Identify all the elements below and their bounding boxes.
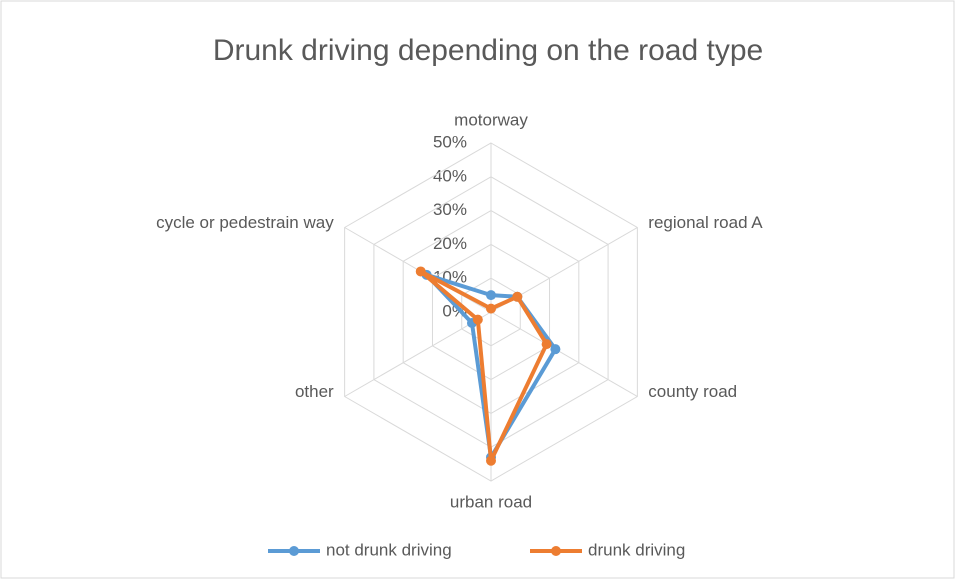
category-label: regional road A (648, 213, 763, 232)
chart-title: Drunk driving depending on the road type (213, 34, 763, 67)
series-marker (541, 339, 552, 350)
spoke (490, 311, 638, 397)
category-label: other (295, 382, 334, 401)
category-label: motorway (454, 110, 528, 129)
series-marker (415, 266, 426, 277)
r-tick-label: 30% (433, 200, 467, 219)
series-marker (550, 344, 561, 355)
series-marker (472, 314, 483, 325)
spoke (344, 311, 492, 397)
series-marker (512, 291, 523, 302)
category-label: cycle or pedestrain way (156, 213, 334, 232)
series-marker (486, 455, 496, 466)
category-label: county road (648, 382, 737, 401)
r-tick-label: 40% (433, 166, 467, 185)
series-marker (486, 290, 496, 301)
r-tick-label: 20% (433, 234, 467, 253)
legend-marker (551, 546, 561, 556)
series-marker (486, 303, 496, 314)
legend-marker (289, 546, 299, 556)
category-label: urban road (450, 492, 532, 511)
legend-label: not drunk driving (326, 540, 452, 559)
r-tick-label: 50% (433, 132, 467, 151)
legend-label: drunk driving (588, 540, 685, 559)
